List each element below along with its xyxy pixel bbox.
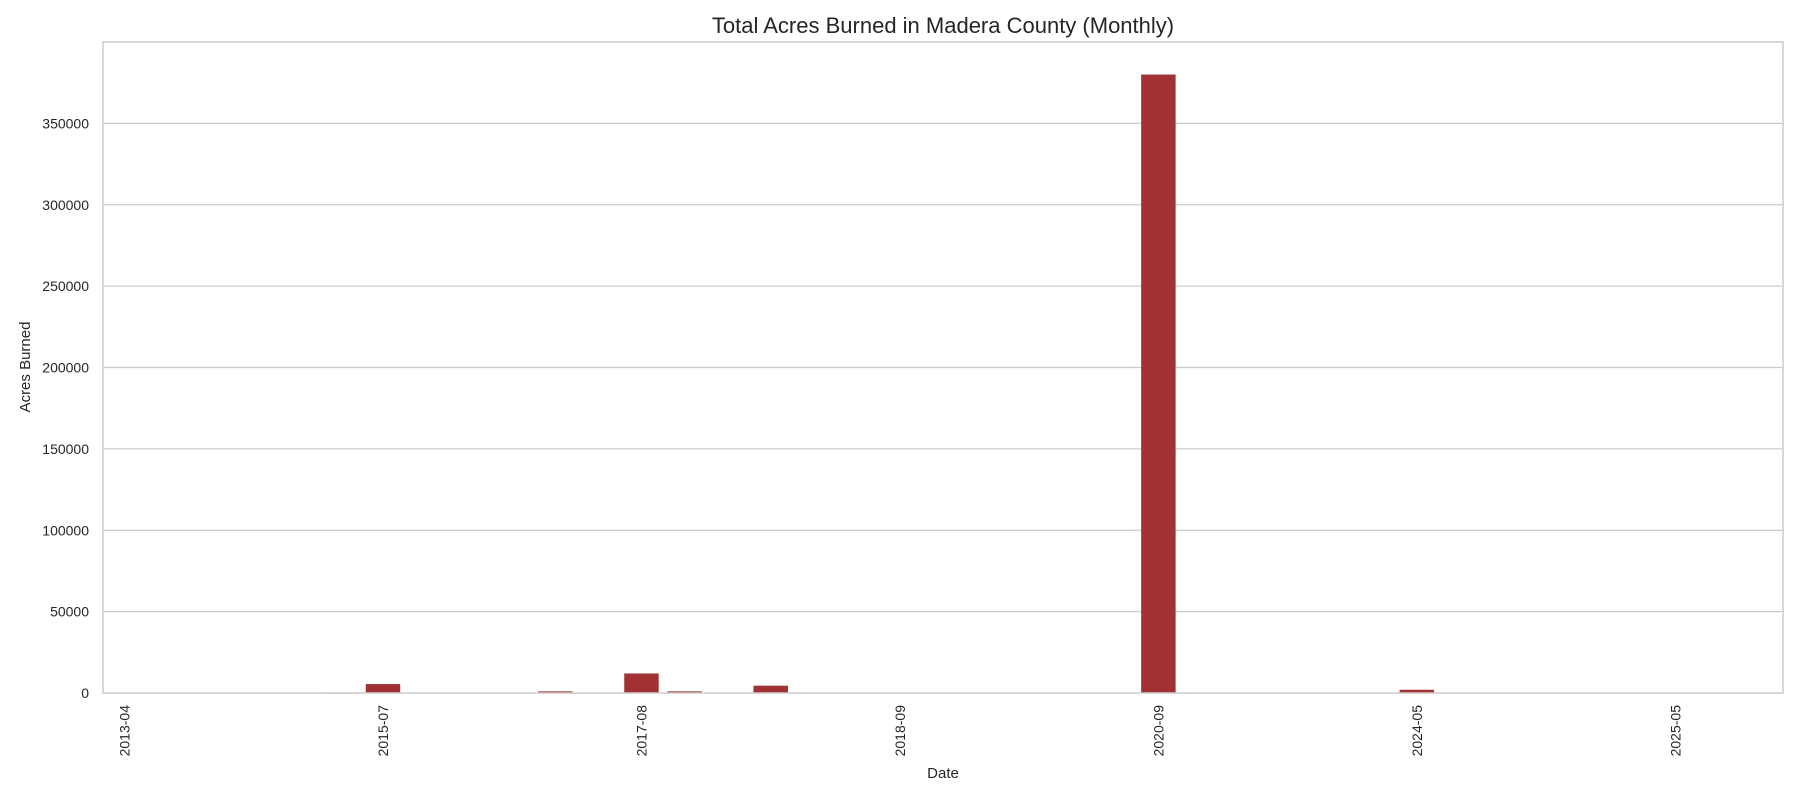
y-tick-label: 200000: [42, 360, 89, 376]
bar: [1141, 74, 1176, 694]
plot-frame: [102, 41, 1784, 694]
chart-title: Total Acres Burned in Madera County (Mon…: [712, 13, 1174, 38]
gridlines: [103, 122, 1783, 613]
x-axis-label: Date: [927, 765, 959, 782]
bars: [322, 74, 1435, 694]
y-tick-label: 150000: [42, 441, 89, 457]
bar: [667, 691, 702, 693]
bar: [753, 685, 788, 693]
y-tick-label: 0: [81, 685, 89, 701]
x-tick-label: 2018-09: [892, 705, 908, 757]
x-tick-label: 2017-08: [633, 705, 649, 757]
y-tick-label: 250000: [42, 278, 89, 294]
y-axis-label: Acres Burned: [17, 322, 34, 413]
y-tick-labels: 0 50000 100000 150000 200000 250000 300000 3500…: [42, 115, 89, 701]
bar: [1399, 689, 1435, 693]
x-tick-labels: 2013-04 2015-07 2017-08 2018-09 2020-09 2024-…: [117, 705, 1684, 757]
y-tick-label: 350000: [42, 115, 89, 131]
y-tick-label: 100000: [42, 522, 89, 538]
x-tick-label: 2020-09: [1150, 705, 1166, 757]
x-tick-label: 2024-05: [1409, 705, 1425, 757]
bar: [365, 684, 401, 693]
bar: [538, 691, 573, 693]
x-tick-label: 2015-07: [375, 705, 391, 757]
y-tick-label: 300000: [42, 197, 89, 213]
x-tick-label: 2013-04: [117, 705, 133, 757]
x-tick-label: 2025-05: [1667, 705, 1683, 757]
y-tick-label: 50000: [50, 604, 89, 620]
bar: [624, 673, 659, 693]
